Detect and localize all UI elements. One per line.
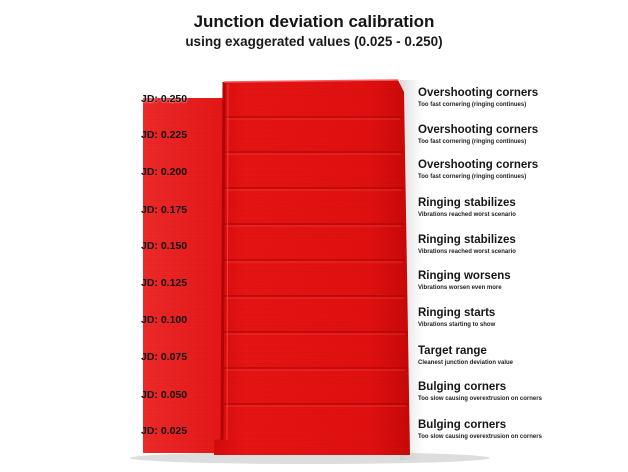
annotation-note: Cleanest junction deviation value: [418, 360, 514, 366]
annotation-heading: Target range: [418, 345, 487, 357]
jd-label-0025: JD: 0.025: [141, 425, 188, 437]
annotation-0175: Ringing stabilizes Vibrations reached wo…: [418, 196, 516, 219]
jd-label-0225: JD: 0.225: [141, 129, 188, 141]
layer-seams: [224, 116, 408, 405]
annotation-heading: Bulging corners: [418, 419, 507, 431]
annotation-0050: Bulging corners Too slow causing overext…: [418, 380, 542, 403]
tower-corner-edge: [220, 81, 226, 441]
annotation-heading: Ringing stabilizes: [418, 197, 516, 209]
annotation-heading: Overshooting corners: [418, 124, 539, 136]
annotation-0075: Target range Cleanest junction deviation…: [418, 344, 513, 367]
figure-title: Junction deviation calibration: [193, 12, 435, 31]
annotation-0225: Overshooting corners Too fast cornering …: [418, 123, 538, 146]
annotation-note: Too fast cornering (ringing continues): [418, 139, 527, 145]
annotation-heading: Overshooting corners: [418, 87, 539, 99]
annotation-0200: Overshooting corners Too fast cornering …: [418, 158, 538, 181]
annotation-heading: Bulging corners: [418, 381, 507, 393]
annotation-note: Too slow causing overextrusion on corner…: [418, 396, 542, 402]
annotation-0025: Bulging corners Too slow causing overext…: [418, 418, 542, 441]
annotation-note: Vibrations reached worst scenario: [418, 249, 516, 255]
annotation-note: Too fast cornering (ringing continues): [418, 102, 527, 108]
annotation-0250: Overshooting corners Too fast cornering …: [418, 86, 538, 109]
annotation-heading: Ringing worsens: [418, 270, 511, 282]
jd-label-0250: JD: 0.250: [141, 93, 188, 105]
annotation-heading: Overshooting corners: [418, 159, 539, 171]
annotation-note: Too fast cornering (ringing continues): [418, 174, 527, 180]
jd-label-0150: JD: 0.150: [141, 240, 188, 252]
annotation-0125: Ringing worsens Vibrations worsen even m…: [418, 269, 511, 292]
jd-label-0175: JD: 0.175: [141, 204, 188, 216]
annotation-0100: Ringing starts Vibrations starting to sh…: [418, 306, 495, 329]
annotation-heading: Ringing starts: [418, 307, 496, 319]
annotation-note: Vibrations starting to show: [418, 322, 496, 328]
figure-subtitle: using exaggerated values (0.025 - 0.250): [185, 34, 443, 49]
annotation-heading: Ringing stabilizes: [418, 234, 516, 246]
jd-label-0075: JD: 0.075: [141, 351, 188, 363]
jd-label-0200: JD: 0.200: [141, 166, 188, 178]
jd-label-0050: JD: 0.050: [141, 389, 188, 401]
annotation-note: Too slow causing overextrusion on corner…: [418, 434, 542, 440]
jd-label-0100: JD: 0.100: [141, 314, 188, 326]
annotation-note: Vibrations worsen even more: [418, 285, 502, 291]
annotation-0150: Ringing stabilizes Vibrations reached wo…: [418, 233, 516, 256]
annotation-note: Vibrations reached worst scenario: [418, 212, 516, 218]
jd-label-0125: JD: 0.125: [141, 277, 188, 289]
